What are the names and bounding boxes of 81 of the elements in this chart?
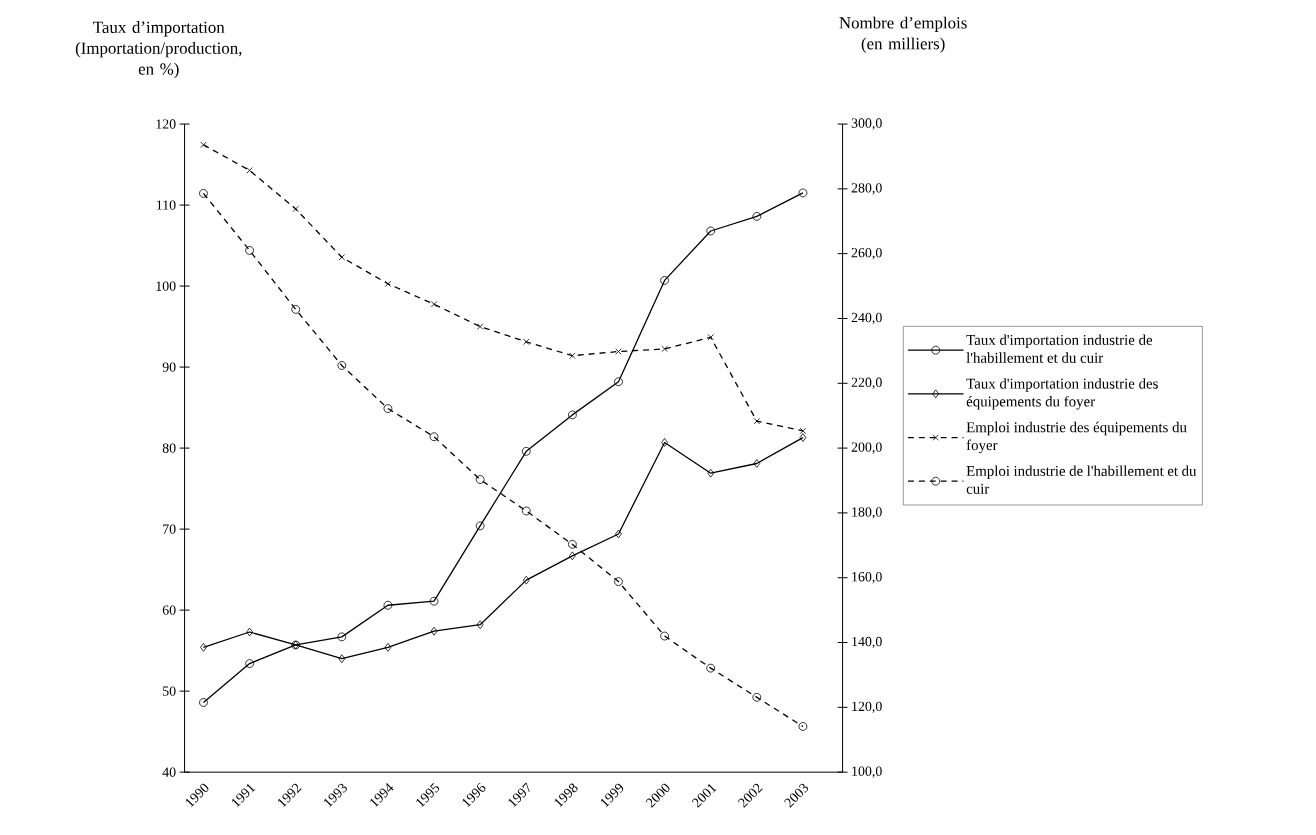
- point: [384, 280, 392, 288]
- point: [753, 418, 761, 425]
- point: [338, 654, 346, 664]
- point: [476, 620, 484, 630]
- point: [752, 693, 762, 702]
- point: [429, 597, 439, 606]
- point: [429, 432, 439, 442]
- y-tick-label: 90: [162, 362, 176, 372]
- legend-label: Emploi industrie de l'habillement et du cuir: [966, 465, 1197, 494]
- y-tick-label: 70: [163, 524, 176, 534]
- y2-tick-label: 120,0: [852, 701, 882, 714]
- point: [798, 188, 808, 198]
- point: [475, 475, 485, 485]
- point: [707, 334, 714, 341]
- point: [338, 254, 346, 261]
- point: [521, 506, 531, 516]
- y2-tick-label: 300,0: [851, 118, 882, 130]
- y2-tick-label: 180,0: [852, 507, 882, 519]
- point: [753, 459, 761, 469]
- point: [337, 361, 347, 370]
- legend-label: Taux d'importation industrie des équipements du foyer: [966, 378, 1158, 410]
- point: [246, 627, 253, 637]
- point: [752, 212, 762, 221]
- point: [568, 540, 577, 549]
- point: [799, 427, 807, 435]
- point: [660, 276, 669, 285]
- y-tick-label: 120: [156, 119, 176, 129]
- point: [615, 529, 622, 539]
- point: [246, 167, 253, 174]
- point: [523, 338, 530, 346]
- y-tick-label: 50: [163, 686, 176, 696]
- point: [614, 577, 623, 587]
- point: [799, 433, 807, 443]
- y2-tick-label: 160,0: [852, 572, 882, 584]
- y2-tick-label: 220,0: [851, 377, 882, 390]
- point: [661, 438, 668, 447]
- y-tick-label: 40: [162, 767, 176, 777]
- point: [706, 226, 716, 236]
- point: [661, 345, 668, 353]
- point: [199, 698, 208, 707]
- point: [337, 632, 347, 642]
- legend-label: Taux d'importation industrie de l'habillement et du cuir: [966, 334, 1153, 363]
- y2-tick-label: 100,0: [852, 766, 882, 778]
- point: [569, 551, 576, 561]
- point: [798, 722, 808, 731]
- legend-label: Emploi industrie des équipements du foyer: [966, 421, 1187, 454]
- y2-tick-label: 200,0: [851, 442, 882, 454]
- point: [568, 410, 577, 420]
- y2-tick-label: 260,0: [851, 248, 882, 260]
- y-tick-label: 80: [162, 443, 176, 453]
- x-tick-label: 1991: [231, 784, 256, 808]
- point: [245, 246, 254, 255]
- point: [200, 141, 207, 149]
- point: [199, 189, 208, 198]
- y-tick-label: 60: [162, 605, 176, 615]
- point: [614, 377, 623, 387]
- y2-tick-label: 140,0: [852, 636, 882, 649]
- point: [660, 631, 669, 641]
- x-tick-label: 1992: [278, 783, 302, 808]
- y-tick-label: 100: [156, 281, 176, 291]
- point: [569, 352, 576, 360]
- point: [291, 305, 301, 314]
- point: [522, 575, 530, 585]
- point: [430, 301, 438, 308]
- point: [706, 663, 716, 673]
- point: [475, 521, 485, 531]
- point: [430, 626, 438, 636]
- point: [200, 643, 207, 652]
- point: [245, 659, 254, 669]
- y2-axis-title: Nombre d’emplois (en milliers): [839, 16, 967, 53]
- y-axis-title: Taux d’importation (Importation/production, en %): [75, 21, 242, 79]
- point: [384, 643, 392, 652]
- point: [521, 447, 531, 456]
- y-tick-label: 110: [157, 200, 176, 210]
- point: [476, 323, 484, 330]
- point: [383, 404, 393, 414]
- point: [707, 469, 715, 478]
- point: [383, 601, 393, 610]
- y2-tick-label: 240,0: [851, 312, 882, 325]
- y2-tick-label: 280,0: [851, 183, 882, 195]
- point: [292, 205, 299, 213]
